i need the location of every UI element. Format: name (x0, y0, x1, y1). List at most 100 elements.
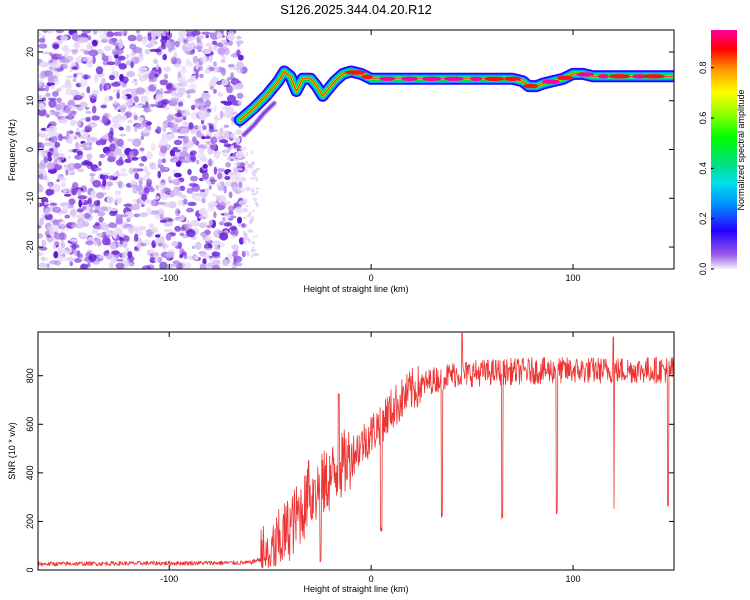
noise-speck (91, 228, 99, 233)
noise-speck (225, 162, 232, 168)
noise-speck (235, 129, 243, 136)
noise-speck (90, 137, 99, 142)
noise-speck (223, 110, 232, 118)
noise-speck (134, 104, 143, 108)
noise-speck (63, 247, 73, 255)
noise-speck (243, 241, 247, 245)
noise-speck (203, 247, 213, 251)
noise-speck (200, 103, 205, 112)
noise-speck (195, 71, 199, 79)
noise-speck (64, 52, 68, 57)
noise-speck (96, 233, 103, 237)
noise-speck (223, 222, 233, 227)
noise-speck (44, 208, 51, 216)
noise-speck (151, 68, 157, 76)
noise-speck (187, 201, 197, 207)
noise-speck (93, 74, 99, 83)
snr-plot-area (38, 332, 674, 570)
noise-speck (179, 254, 183, 259)
noise-speck (222, 130, 230, 139)
secondary-ridge-core (242, 102, 276, 136)
noise-speck (115, 262, 125, 269)
noise-speck (182, 135, 189, 144)
noise-speck (131, 203, 140, 211)
noise-speck (217, 195, 227, 203)
noise-speck (109, 95, 113, 101)
x-tick-label: -100 (160, 273, 178, 283)
noise-speck (171, 82, 181, 89)
noise-speck (115, 45, 120, 51)
noise-speck (235, 167, 243, 171)
noise-speck (198, 66, 204, 71)
noise-speck (158, 46, 167, 50)
snr-frame (37, 331, 675, 571)
noise-speck (140, 95, 149, 103)
noise-speck (49, 230, 55, 237)
noise-speck (193, 45, 203, 50)
noise-speck (56, 97, 62, 103)
noise-speck (186, 94, 192, 99)
noise-speck (43, 257, 49, 262)
colorbar-tick-label: 0.8 (698, 61, 708, 74)
noise-speck (186, 47, 193, 51)
noise-speck (202, 171, 209, 180)
noise-speck (138, 163, 145, 167)
noise-speck (235, 255, 242, 262)
noise-speck (216, 183, 222, 187)
noise-speck (219, 232, 229, 241)
noise-speck (221, 106, 229, 111)
noise-speck (209, 179, 217, 183)
noise-speck (222, 217, 226, 221)
noise-speck (230, 230, 237, 235)
noise-speck (82, 142, 91, 146)
noise-speck (112, 42, 119, 46)
noise-speck (103, 45, 112, 52)
noise-speck (133, 167, 140, 173)
noise-speck (118, 63, 127, 70)
noise-speck (174, 112, 184, 117)
noise-speck (201, 232, 207, 238)
colorbar-tick-label: 0.4 (698, 162, 708, 175)
noise-speck (222, 151, 229, 158)
noise-speck (235, 206, 244, 214)
noise-speck (100, 204, 109, 213)
noise-speck (160, 188, 165, 197)
noise-speck (79, 101, 88, 108)
noise-speck (169, 189, 179, 197)
noise-speck (221, 40, 229, 48)
noise-speck (109, 242, 117, 250)
noise-speck (119, 107, 126, 113)
noise-speck (88, 49, 99, 57)
noise-speck (245, 152, 248, 157)
noise-speck (126, 53, 134, 57)
noise-speck (92, 179, 102, 188)
noise-speck (76, 208, 84, 213)
noise-speck (74, 258, 82, 263)
noise-speck (229, 171, 234, 178)
noise-speck (127, 251, 133, 258)
noise-speck (86, 86, 91, 94)
noise-speck (67, 113, 73, 121)
noise-speck (167, 121, 175, 128)
noise-speck (133, 96, 139, 103)
noise-speck (71, 188, 77, 196)
noise-speck (118, 181, 123, 189)
noise-speck (145, 44, 153, 48)
noise-speck (217, 151, 222, 155)
noise-speck (138, 67, 149, 71)
noise-speck (95, 140, 102, 146)
noise-speck (217, 201, 226, 211)
noise-speck (38, 262, 47, 268)
colorbar-gradient (711, 30, 737, 269)
noise-speck (67, 155, 71, 160)
ridge-hotspot (379, 76, 396, 82)
noise-speck (162, 53, 168, 61)
noise-speck (136, 73, 142, 77)
noise-speck (38, 252, 44, 256)
noise-speck (59, 219, 67, 228)
noise-speck (50, 84, 55, 90)
noise-speck (194, 255, 199, 261)
noise-speck (203, 143, 210, 147)
